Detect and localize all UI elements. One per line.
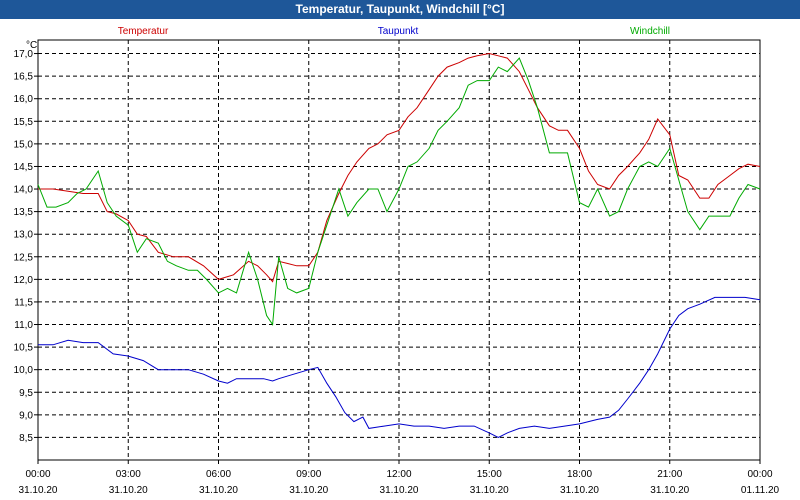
y-tick-label: 12,5 [14, 252, 34, 263]
y-tick-label: 11,5 [14, 297, 33, 308]
y-tick-label: 16,5 [14, 72, 34, 83]
y-tick-label: 12,0 [14, 275, 34, 286]
y-tick-label: 10,5 [14, 343, 34, 354]
y-tick-label: 11,0 [14, 320, 33, 331]
y-axis-unit: °C [26, 40, 37, 51]
legend-taupunkt: Taupunkt [378, 26, 419, 37]
y-tick-label: 16,0 [14, 94, 34, 105]
y-tick-label: 10,0 [14, 365, 34, 376]
series-line-taupunkt [38, 296, 761, 438]
y-tick-label: 9,0 [19, 410, 33, 421]
series-line-windchill [37, 57, 761, 326]
x-tick-date-label: 31.10.20 [109, 485, 148, 496]
legend-temperatur: Temperatur [118, 26, 169, 37]
x-tick-date-label: 31.10.20 [380, 485, 419, 496]
x-tick-date-label: 31.10.20 [289, 485, 328, 496]
x-tick-time-label: 15:00 [477, 469, 502, 480]
chart-title: Temperatur, Taupunkt, Windchill [°C] [295, 2, 505, 16]
x-tick-date-label: 31.10.20 [19, 485, 58, 496]
legend-windchill: Windchill [630, 26, 670, 37]
y-tick-label: 8,5 [19, 433, 33, 444]
x-tick-time-label: 00:00 [25, 469, 50, 480]
y-tick-label: 13,5 [14, 207, 34, 218]
x-tick-date-label: 31.10.20 [199, 485, 238, 496]
x-tick-time-label: 18:00 [567, 469, 592, 480]
x-tick-time-label: 21:00 [657, 469, 682, 480]
y-tick-label: 15,0 [14, 139, 34, 150]
y-tick-label: 14,0 [14, 185, 34, 196]
x-tick-time-label: 00:00 [747, 469, 772, 480]
x-tick-time-label: 06:00 [206, 469, 231, 480]
x-tick-date-label: 31.10.20 [560, 485, 599, 496]
chart-title-bar: Temperatur, Taupunkt, Windchill [°C] [0, 0, 800, 19]
x-tick-time-label: 09:00 [296, 469, 321, 480]
y-tick-label: 13,0 [14, 230, 34, 241]
y-tick-label: 15,5 [14, 117, 34, 128]
x-tick-time-label: 12:00 [386, 469, 411, 480]
series-line-temperatur [38, 52, 761, 283]
y-tick-label: 9,5 [19, 388, 33, 399]
chart-background [0, 19, 800, 500]
x-tick-date-label: 01.11.20 [741, 485, 780, 496]
y-tick-label: 14,5 [14, 162, 34, 173]
x-tick-date-label: 31.10.20 [470, 485, 509, 496]
y-tick-label: 17,0 [14, 49, 34, 60]
x-tick-time-label: 03:00 [116, 469, 141, 480]
x-tick-date-label: 31.10.20 [650, 485, 689, 496]
